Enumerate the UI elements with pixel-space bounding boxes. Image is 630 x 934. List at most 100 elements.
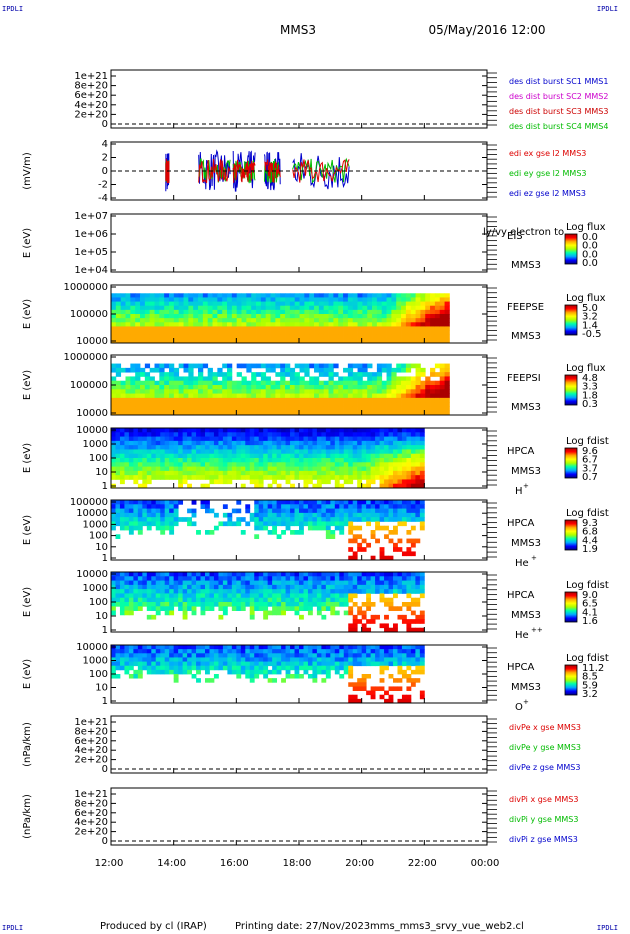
- legend-entry: divPi x gse MMS3: [509, 795, 578, 804]
- xtick-label: 12:00: [95, 858, 124, 869]
- ytick-label: 1e+07: [74, 211, 108, 222]
- ytick-label: 0: [102, 119, 108, 130]
- ytick-label: 1: [102, 696, 108, 707]
- colorbar-tick-label: 9.3: [582, 518, 598, 529]
- panel-feepse: 1000000 100000 10000 E (eV) FEEPSE MMS3 Log fl…: [22, 282, 606, 347]
- instrument-label: EIS: [507, 231, 523, 242]
- instrument-label: HPCA: [507, 518, 535, 529]
- legend-entry: des dist burst SC4 MMS4: [509, 122, 608, 131]
- colorbar-tick-label: 8.5: [582, 672, 598, 683]
- colorbar-tick-label: 4.1: [582, 607, 598, 618]
- colorbar-tick-label: 5.9: [582, 680, 598, 691]
- legend-entry: divPi z gse MMS3: [509, 835, 578, 844]
- ytick-label: 6e+20: [74, 736, 108, 747]
- ytick-label: 100: [89, 597, 108, 608]
- panel-hpca_h: 10000 1000 100 10 1 E (eV) HPCA MMS3 H + Log fdist…: [22, 425, 609, 497]
- colorbar-title: Log fdist: [566, 653, 609, 664]
- ytick-label: 1000000: [63, 352, 108, 363]
- ytick-label: -4: [98, 193, 108, 204]
- ytick-label: 2e+20: [74, 755, 108, 766]
- ylabel: E (eV): [22, 443, 33, 473]
- panel-frame: [110, 715, 488, 774]
- ytick-label: 2: [102, 153, 108, 164]
- ylabel: E (eV): [22, 228, 33, 258]
- species-charge: +: [523, 482, 529, 490]
- xtick-label: 16:00: [220, 858, 249, 869]
- colorbar-title: Log flux: [566, 222, 606, 233]
- instrument-label: HPCA: [507, 446, 535, 457]
- spacecraft-label: MMS3: [511, 402, 541, 413]
- ylabel: (mV/m): [22, 152, 33, 190]
- script-name: mms_mms3_srvy_vue_web2.cl: [370, 921, 524, 932]
- heatmap-hpca_o: [111, 645, 425, 704]
- ylabel: E (eV): [22, 515, 33, 545]
- ytick-label: 1: [102, 481, 108, 492]
- ylabel: E (eV): [22, 370, 33, 400]
- colorbar-tick-label: 0.3: [582, 399, 598, 410]
- instrument-label: HPCA: [507, 590, 535, 601]
- colorbar-title: Log fdist: [566, 508, 609, 519]
- colorbar-title: Log fdist: [566, 436, 609, 447]
- overlay-text: ly/vy electron to: [483, 227, 564, 238]
- legend-entry: divPi y gse MMS3: [509, 815, 578, 824]
- colorbar-tick-label: 3.3: [582, 382, 598, 393]
- colorbar-tick-label: 1.6: [582, 616, 598, 627]
- ytick-label: 10: [95, 542, 108, 553]
- edi-traces: [165, 149, 350, 192]
- ytick-label: 1e+04: [74, 265, 108, 276]
- legend-entry: divPe x gse MMS3: [509, 723, 581, 732]
- colorbar: [564, 374, 578, 406]
- ytick-label: -2: [98, 180, 108, 191]
- ytick-label: 8e+20: [74, 726, 108, 737]
- legend-entry: edi ex gse l2 MMS3: [509, 149, 586, 158]
- panel-feepsi: 1000000 100000 10000 E (eV) FEEPSI MMS3 Log fl…: [22, 352, 606, 419]
- ytick-label: 1000: [83, 656, 108, 667]
- panel-edi: 4 2 0 -2 -4 (mV/m) edi ex gse l2 MMS3 edi ey gs…: [22, 139, 587, 204]
- xtick-label: 14:00: [157, 858, 186, 869]
- ytick-label: 1e+05: [74, 247, 108, 258]
- corner-label-top-left: IPDLI: [2, 5, 24, 13]
- colorbar: [564, 233, 578, 265]
- instrument-label: HPCA: [507, 662, 535, 673]
- ytick-label: 1e+21: [74, 789, 108, 800]
- colorbar-tick-label: 4.8: [582, 373, 598, 384]
- time-axis: 12:00 14:00 16:00 18:00 20:00 22:00 00:00: [95, 858, 500, 869]
- ytick-label: 1000000: [63, 282, 108, 293]
- ytick-label: 10: [95, 611, 108, 622]
- corner-label-bottom-left: IPDLI: [2, 924, 24, 932]
- species-label: O: [515, 702, 523, 713]
- panel-frame: [110, 69, 488, 129]
- colorbar: [564, 304, 578, 336]
- heatmap-hpca_h: [111, 428, 425, 489]
- colorbar-tick-label: 3.7: [582, 463, 598, 474]
- colorbar-tick-label: 6.8: [582, 527, 598, 538]
- xtick-label: 20:00: [345, 858, 374, 869]
- ytick-label: 8e+20: [74, 798, 108, 809]
- heatmap-feepsi: [111, 363, 450, 416]
- colorbar-tick-label: 0.0: [582, 241, 598, 252]
- colorbar-tick-label: 1.4: [582, 320, 598, 331]
- ytick-label: 4e+20: [74, 817, 108, 828]
- xtick-label: 22:00: [408, 858, 437, 869]
- legend-entry: edi ez gse l2 MMS3: [509, 189, 586, 198]
- ylabel: (nPa/km): [22, 794, 33, 839]
- colorbar-tick-label: 9.0: [582, 590, 598, 601]
- ytick-label: 4e+20: [74, 745, 108, 756]
- spacecraft-label: MMS3: [511, 466, 541, 477]
- panel-eis: 1e+07 1e+06 1e+05 1e+04 E (eV) ly/vy electron…: [22, 211, 606, 276]
- species-charge: ++: [531, 626, 543, 634]
- date-title: 05/May/2016 12:00: [428, 23, 545, 37]
- ytick-label: 10000: [76, 642, 108, 653]
- panel-frame: [110, 213, 488, 273]
- panel-hpca_he2: 10000 1000 100 10 1 E (eV) HPCA MMS3 He ++ Log fdi…: [22, 569, 609, 641]
- heatmap-feepse: [111, 293, 450, 344]
- ytick-label: 1000: [83, 519, 108, 530]
- colorbar-tick-label: 0.0: [582, 258, 598, 269]
- legend-entry: des dist burst SC1 MMS1: [509, 77, 608, 86]
- colorbar-title: Log fdist: [566, 580, 609, 591]
- ytick-label: 10000: [76, 336, 108, 347]
- species-label: H: [515, 486, 523, 497]
- colorbar: [564, 664, 578, 696]
